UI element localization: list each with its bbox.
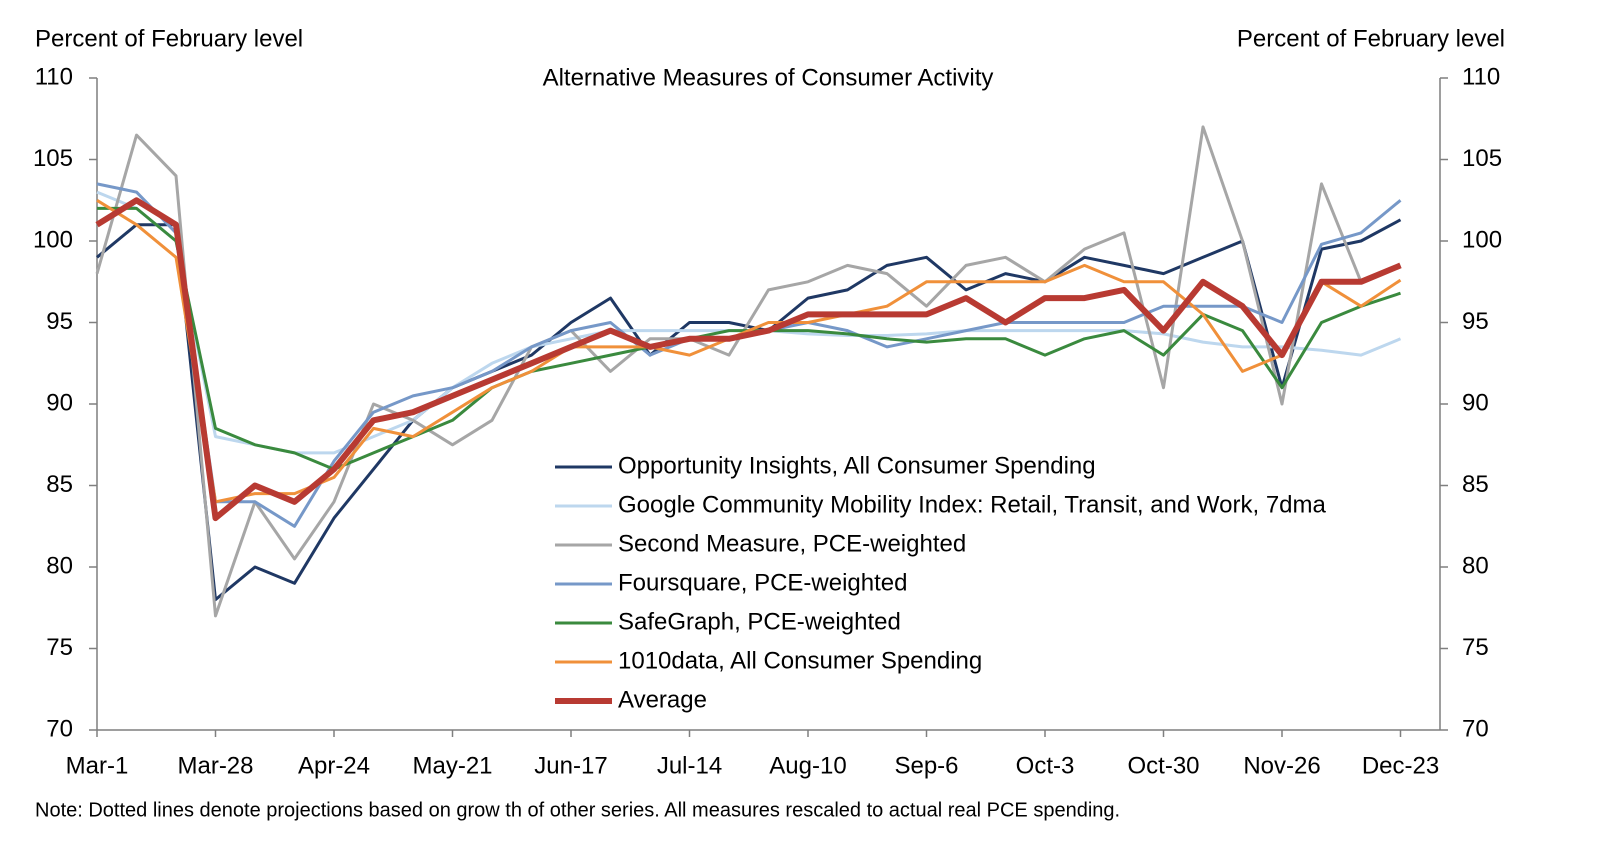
- legend-label: 1010data, All Consumer Spending: [618, 647, 982, 674]
- legend-label: Google Community Mobility Index: Retail,…: [618, 491, 1327, 518]
- x-tick-label: Jun-17: [534, 752, 607, 779]
- y2-axis-title: Percent of February level: [1237, 25, 1505, 52]
- series-line: [97, 206, 1401, 471]
- x-tick-label: Mar-1: [66, 752, 129, 779]
- x-tick-label: Sep-6: [894, 752, 958, 779]
- x-tick-label: May-21: [412, 752, 492, 779]
- x-tick-label: Apr-24: [298, 752, 370, 779]
- legend-label: SafeGraph, PCE-weighted: [618, 608, 901, 635]
- x-tick-label: Aug-10: [769, 752, 846, 779]
- y-axis-title: Percent of February level: [35, 25, 303, 52]
- x-tick-label: Oct-3: [1016, 752, 1075, 779]
- x-tick-label: Jul-14: [657, 752, 722, 779]
- y-tick-label: 110: [35, 63, 73, 90]
- y-tick-label: 105: [33, 145, 73, 172]
- legend-label: Opportunity Insights, All Consumer Spend…: [618, 452, 1096, 479]
- note: Note: Dotted lines denote projections ba…: [35, 799, 1120, 821]
- plot-area: [95, 125, 1402, 618]
- y2-tick-label: 90: [1462, 389, 1489, 416]
- x-tick-label: Mar-28: [177, 752, 253, 779]
- y2-tick-label: 80: [1462, 552, 1489, 579]
- series-line: [95, 197, 1402, 522]
- legend-label: Average: [618, 686, 707, 713]
- y-tick-label: 85: [46, 471, 73, 498]
- y2-tick-label: 110: [1462, 63, 1500, 90]
- chart-title: Alternative Measures of Consumer Activit…: [543, 64, 994, 91]
- y2-tick-label: 75: [1462, 634, 1489, 661]
- y-tick-label: 95: [46, 308, 73, 335]
- y-tick-label: 100: [33, 226, 73, 253]
- y2-tick-label: 95: [1462, 308, 1489, 335]
- legend-label: Second Measure, PCE-weighted: [618, 530, 966, 557]
- y-tick-label: 75: [46, 634, 73, 661]
- series-line: [95, 125, 1402, 618]
- y-tick-label: 80: [46, 552, 73, 579]
- y-tick-label: 90: [46, 389, 73, 416]
- y-tick-label: 70: [46, 715, 73, 742]
- y2-tick-label: 100: [1462, 226, 1502, 253]
- y2-tick-label: 70: [1462, 715, 1489, 742]
- x-tick-label: Dec-23: [1362, 752, 1439, 779]
- x-tick-label: Oct-30: [1127, 752, 1199, 779]
- y2-tick-label: 85: [1462, 471, 1489, 498]
- y2-tick-label: 105: [1462, 145, 1502, 172]
- x-tick-label: Nov-26: [1243, 752, 1320, 779]
- legend-label: Foursquare, PCE-weighted: [618, 569, 907, 596]
